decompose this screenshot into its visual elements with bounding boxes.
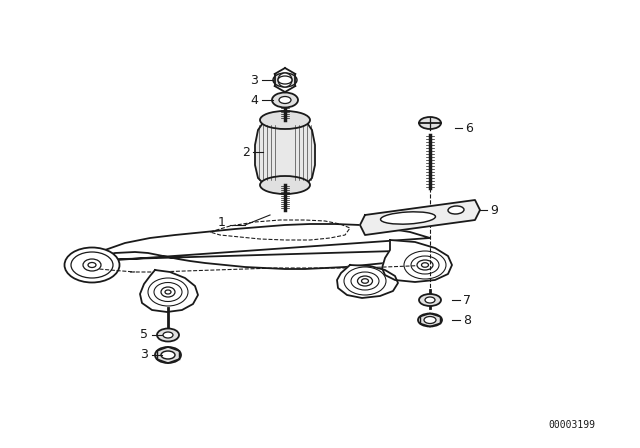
Ellipse shape: [157, 328, 179, 341]
Ellipse shape: [88, 263, 96, 267]
Ellipse shape: [381, 212, 435, 224]
Ellipse shape: [358, 276, 372, 286]
Ellipse shape: [425, 297, 435, 303]
Text: 3: 3: [250, 73, 258, 86]
Polygon shape: [88, 224, 430, 269]
Text: 9: 9: [490, 203, 498, 216]
Ellipse shape: [161, 287, 175, 297]
Ellipse shape: [362, 279, 369, 283]
Text: 6: 6: [465, 121, 473, 134]
Text: 2: 2: [242, 146, 250, 159]
Ellipse shape: [448, 206, 464, 214]
Ellipse shape: [418, 314, 442, 327]
Text: 8: 8: [463, 314, 471, 327]
Circle shape: [278, 73, 292, 87]
Text: 4: 4: [250, 94, 258, 107]
Polygon shape: [360, 200, 480, 235]
Ellipse shape: [65, 247, 120, 283]
Ellipse shape: [165, 290, 171, 294]
Polygon shape: [382, 240, 452, 282]
Text: 00003199: 00003199: [548, 420, 595, 430]
Ellipse shape: [272, 92, 298, 108]
Ellipse shape: [161, 351, 175, 359]
Ellipse shape: [419, 294, 441, 306]
Ellipse shape: [163, 332, 173, 338]
Text: 7: 7: [463, 293, 471, 306]
Ellipse shape: [279, 96, 291, 103]
Text: 3: 3: [140, 349, 148, 362]
Polygon shape: [255, 120, 315, 185]
Polygon shape: [337, 265, 398, 298]
Ellipse shape: [422, 263, 429, 267]
Ellipse shape: [419, 117, 441, 129]
Ellipse shape: [71, 252, 113, 278]
Ellipse shape: [155, 347, 181, 363]
Text: 1: 1: [218, 215, 226, 228]
Ellipse shape: [83, 259, 101, 271]
Ellipse shape: [260, 111, 310, 129]
Ellipse shape: [417, 260, 433, 270]
Text: 5: 5: [140, 328, 148, 341]
Ellipse shape: [424, 316, 436, 323]
Ellipse shape: [260, 176, 310, 194]
Ellipse shape: [278, 76, 292, 84]
Polygon shape: [140, 270, 198, 312]
Ellipse shape: [273, 73, 297, 87]
